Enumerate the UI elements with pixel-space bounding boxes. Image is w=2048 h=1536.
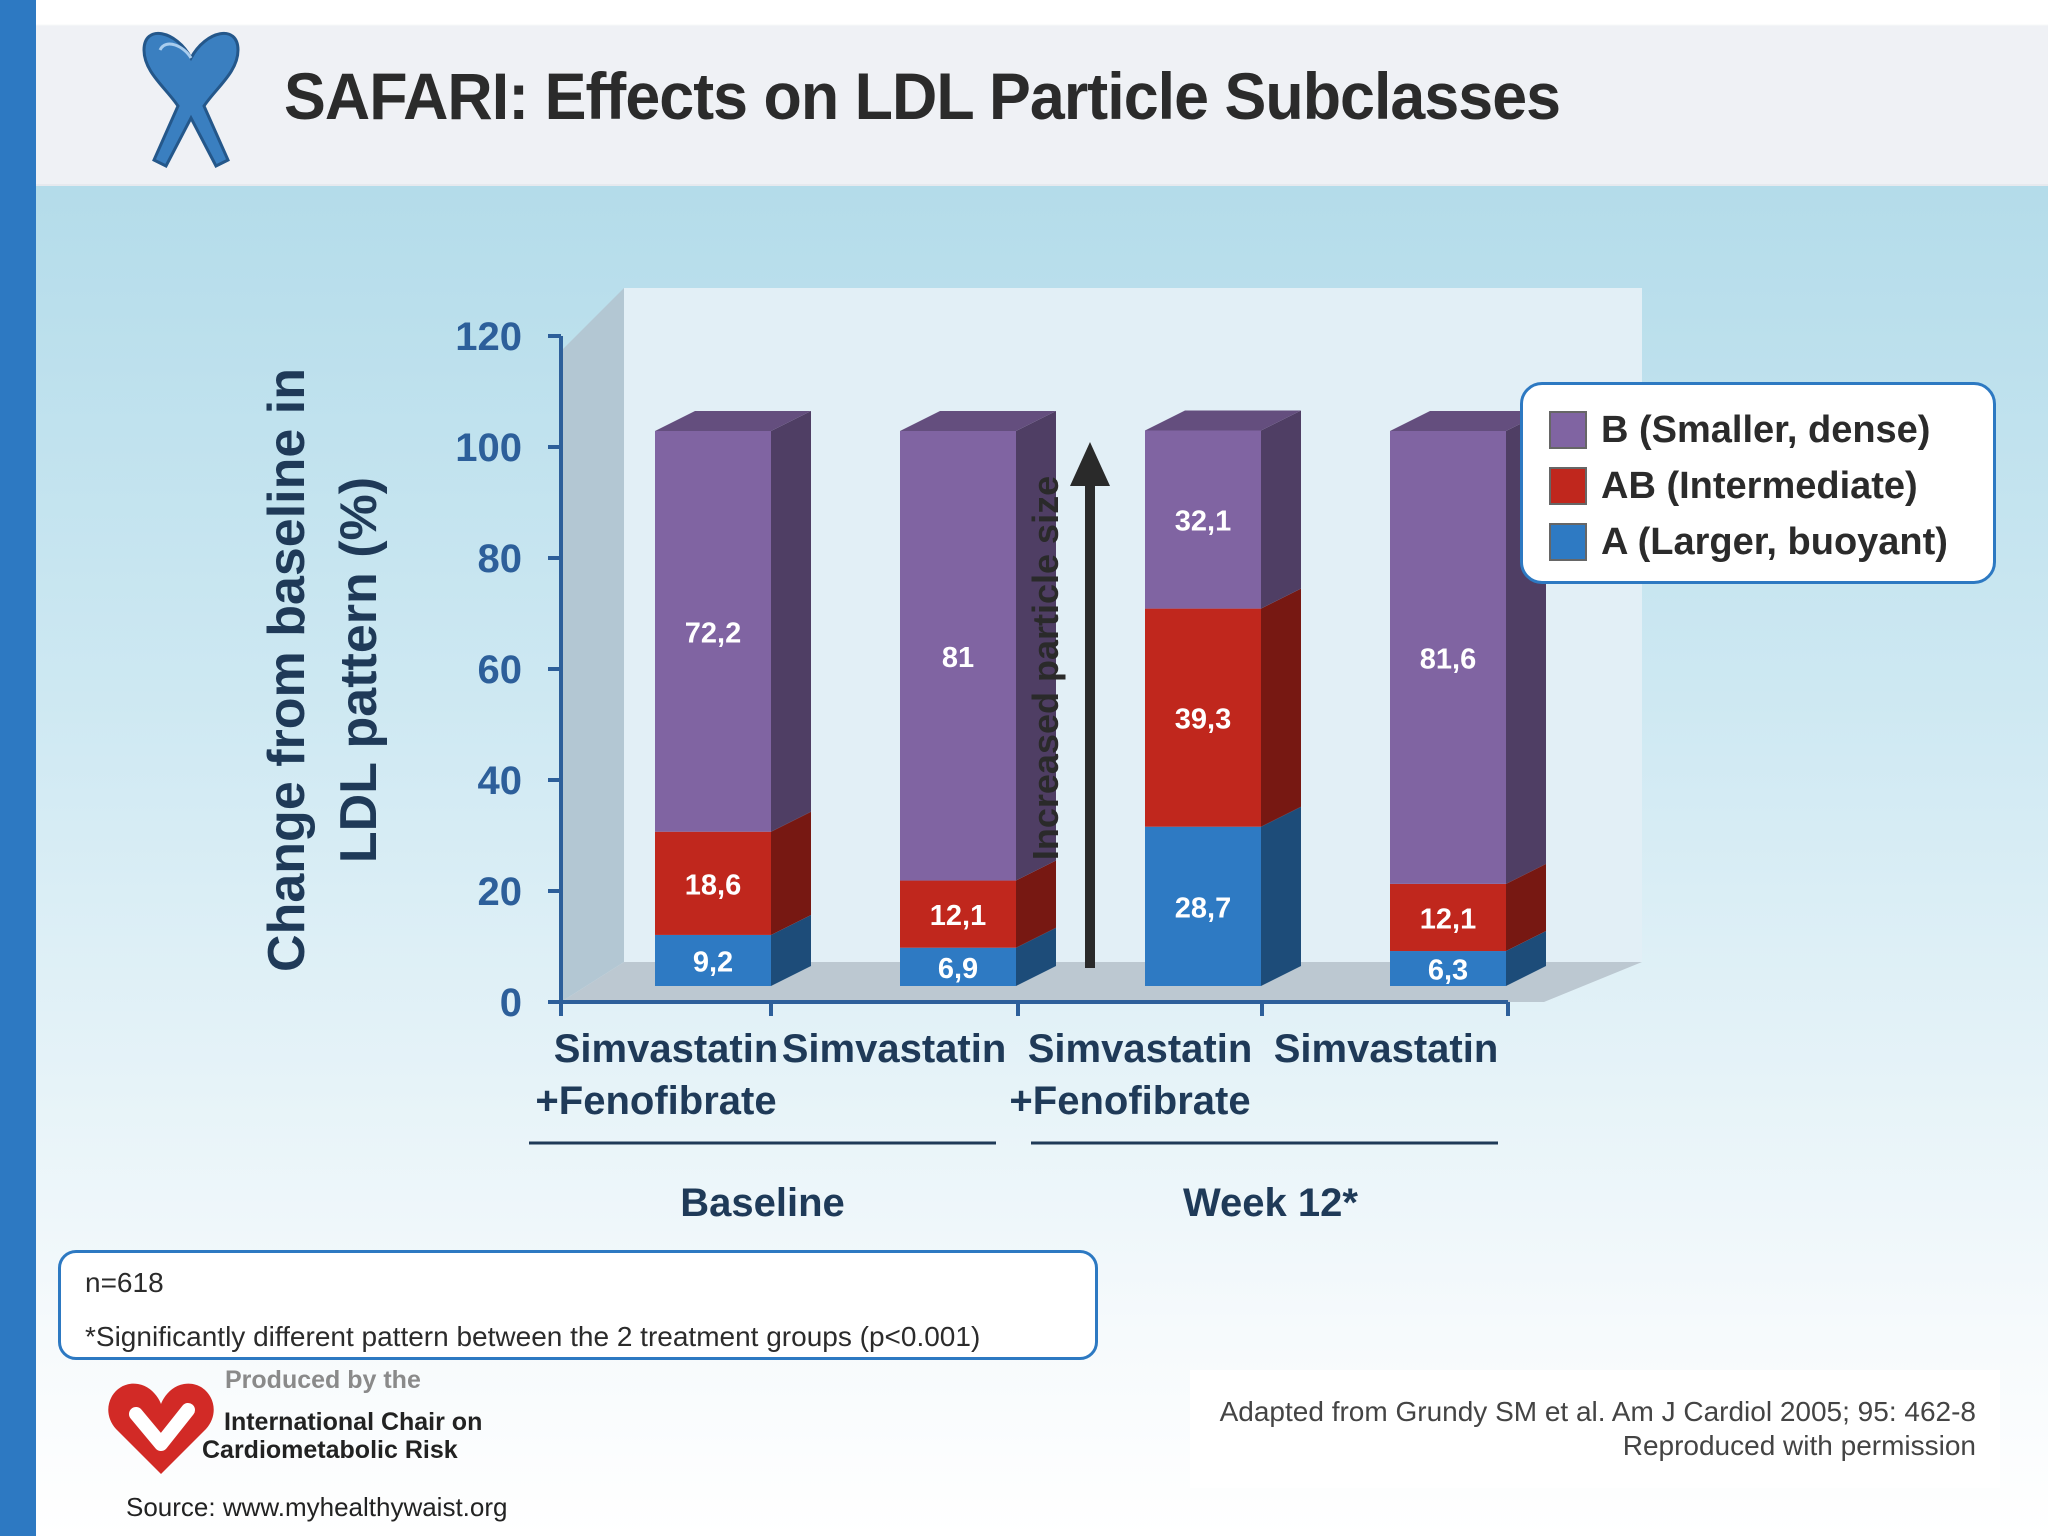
y-tick-label: 80 [478,537,523,581]
stacked-bar-chart: 0 20 40 60 80 100 120 9,2 18,6 72,2 6,9 12,1 81 28,7… [258,288,1642,1225]
bar-segment-ab [900,880,1016,948]
bar-top [655,411,811,431]
bar-segment-b [655,431,771,832]
category-label: Simvastatin [1274,1027,1499,1071]
bar-value-label: 32,1 [1175,506,1231,538]
y-axis-title: Change from baseline in LDL pattern (%) [258,368,388,972]
bar-segment-b [900,431,1016,881]
y-axis-title-line: Change from baseline in [258,368,316,972]
bar-value-label: 39,3 [1175,704,1231,736]
producer-line-1: International Chair on [224,1408,483,1436]
bar-value-label: 12,1 [1420,903,1476,935]
bar-side-b [1016,411,1056,881]
y-tick-label: 40 [478,759,523,803]
category-label: Simvastatin [782,1027,1007,1071]
bar-side-ab [1261,588,1301,827]
bar-segment-a [1145,826,1261,986]
annotation-text: Increased particle size [1025,476,1066,860]
bar-value-label: 81,6 [1420,643,1476,675]
y-tick-label: 0 [500,981,522,1025]
group-label: Baseline [680,1181,845,1225]
chart-side-wall [561,288,624,1002]
left-accent-bar [0,0,36,1536]
bar-side-a [1261,806,1301,986]
category-label: Simvastatin [1028,1027,1253,1071]
page-title: SAFARI: Effects on LDL Particle Subclass… [284,59,1561,133]
y-axis-title-line: LDL pattern (%) [330,477,388,863]
bar-side-b [771,411,811,832]
category-label: Simvastatin [554,1027,779,1071]
awareness-ribbon-icon [142,32,240,169]
producer-small-text: Produced by the [225,1366,421,1394]
category-sublabel: +Fenofibrate [535,1079,776,1123]
legend-swatch-a [1549,523,1587,561]
slide-header: SAFARI: Effects on LDL Particle Subclass… [36,0,2048,186]
category-sublabel: +Fenofibrate [1009,1079,1250,1123]
bar-side-a [1506,931,1546,986]
legend-label-b: B (Smaller, dense) [1601,408,1931,451]
bar-segment-b [1390,431,1506,884]
legend-label-ab: AB (Intermediate) [1601,464,1918,507]
source-text: Source: www.myhealthywaist.org [126,1492,508,1522]
bar-value-label: 28,7 [1175,892,1231,924]
notes-box: n=618 *Significantly different pattern b… [58,1250,1098,1360]
bar-top [1390,411,1546,431]
bar-value-label: 6,3 [1428,955,1468,987]
bar-side-a [1016,927,1056,986]
legend-swatch-ab [1549,467,1587,505]
bar-segment-a [655,934,771,986]
significance-note: *Significantly different pattern between… [85,1321,981,1352]
citation-box: Adapted from Grundy SM et al. Am J Cardi… [1190,1370,2000,1488]
chart-legend: B (Smaller, dense) AB (Intermediate) A (… [1520,382,1996,584]
bar-top [900,411,1056,431]
bar-side-ab [1016,860,1056,948]
bar-top [1145,410,1301,431]
legend-item-ab: AB (Intermediate) [1549,461,1918,511]
bar-value-labels: 9,2 18,6 72,2 6,9 12,1 81 28,7 39,3 32,1 6,3 12,1 8… [685,506,1476,987]
bar-value-label: 72,2 [685,617,741,649]
y-tick-label: 100 [455,426,522,470]
bars-layer [655,410,1546,986]
bar-value-label: 18,6 [685,869,741,901]
bar-side-ab [771,811,811,935]
bar-segment-b [1145,430,1261,609]
legend-item-a: A (Larger, buoyant) [1549,517,1948,567]
y-tick-label: 60 [478,648,523,692]
legend-label-a: A (Larger, buoyant) [1601,520,1948,563]
group-label: Week 12* [1183,1181,1358,1225]
heart-logo-icon [108,1383,214,1474]
bar-value-label: 81 [942,642,974,674]
bar-segment-ab [655,831,771,935]
bar-side-b [1261,410,1301,609]
particle-size-annotation: Increased particle size [1025,442,1110,968]
bar-segment-a [1390,951,1506,986]
citation-line: Adapted from Grundy SM et al. Am J Cardi… [1219,1396,1976,1427]
permission-line: Reproduced with permission [1622,1430,1976,1461]
bar-value-label: 9,2 [693,946,733,978]
legend-swatch-b [1549,411,1587,449]
bar-segment-a [900,947,1016,986]
sample-size-note: n=618 [85,1267,164,1298]
bar-segment-ab [1145,608,1261,827]
bar-value-label: 6,9 [938,953,978,985]
y-axis: 0 20 40 60 80 100 120 [455,315,563,1025]
chart-floor [561,962,1642,1002]
arrow-head-icon [1070,442,1110,486]
x-axis [559,1000,1510,1016]
y-tick-label: 20 [478,870,523,914]
y-tick-label: 120 [455,315,522,359]
bar-value-label: 12,1 [930,900,986,932]
producer-logo-block: Produced by the International Chair on C… [100,1364,500,1484]
bar-side-a [771,914,811,986]
legend-item-b: B (Smaller, dense) [1549,405,1930,455]
bar-segment-ab [1390,883,1506,952]
bar-side-ab [1506,863,1546,952]
producer-line-2: Cardiometabolic Risk [202,1436,458,1464]
